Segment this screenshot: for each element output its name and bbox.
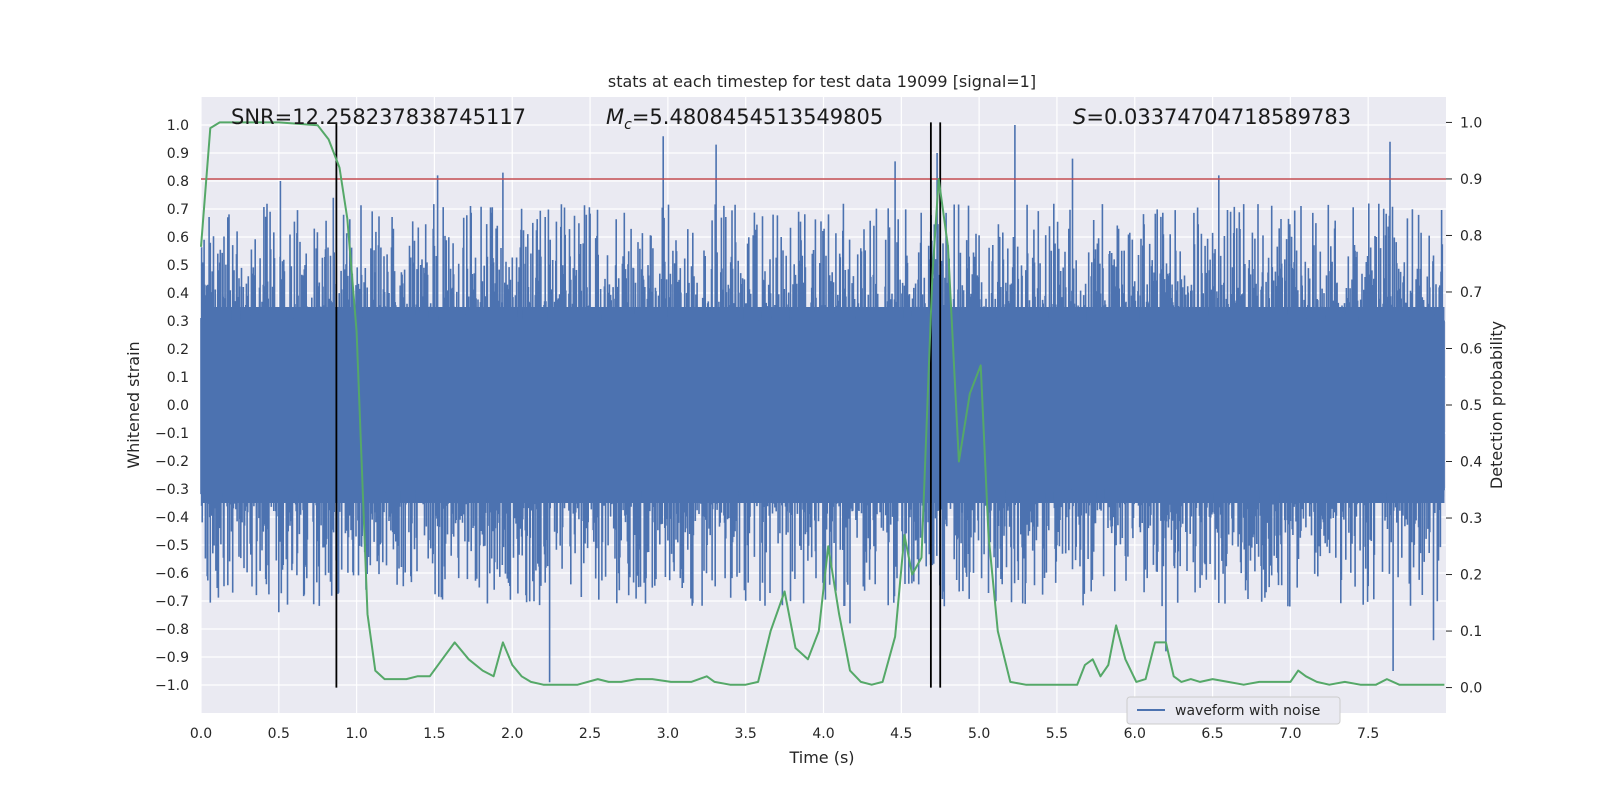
y-tick-label: −1.0 bbox=[155, 678, 189, 694]
y-tick-label: −0.9 bbox=[155, 650, 189, 666]
y-axis-label: Whitened strain bbox=[124, 341, 143, 468]
x-tick-label: 7.5 bbox=[1357, 726, 1379, 742]
detection-probability-series bbox=[200, 121, 1445, 686]
snr-annotation: SNR=12.258237838745117 bbox=[231, 105, 526, 129]
legend-label: waveform with noise bbox=[1175, 703, 1320, 719]
y-tick-label: 0.6 bbox=[167, 230, 189, 246]
x-axis-label: Time (s) bbox=[788, 748, 854, 767]
x-tick-label: 2.5 bbox=[579, 726, 601, 742]
y2-tick-label: 0.3 bbox=[1460, 511, 1482, 527]
y-tick-label: −0.1 bbox=[155, 426, 189, 442]
y-right-ticks: 1.0 0.9 0.8 0.7 0.6 0.5 0.4 0.3 0.2 0.1 0.0 bbox=[1446, 115, 1482, 697]
y2-tick-label: 0.5 bbox=[1460, 398, 1482, 414]
y2-tick-label: 0.6 bbox=[1460, 341, 1482, 357]
mc-value: =5.4808454513549805 bbox=[632, 105, 883, 129]
y-tick-label: 0.7 bbox=[167, 202, 189, 218]
x-tick-label: 4.5 bbox=[890, 726, 912, 742]
y2-axis-label: Detection probability bbox=[1487, 321, 1506, 489]
x-tick-label: 1.5 bbox=[423, 726, 445, 742]
mc-symbol: M bbox=[606, 105, 624, 129]
y-tick-label: 0.5 bbox=[167, 258, 189, 274]
y2-tick-label: 0.8 bbox=[1460, 228, 1482, 244]
detection-probability-line bbox=[200, 121, 1445, 686]
x-tick-label: 3.0 bbox=[657, 726, 679, 742]
y-tick-label: −0.7 bbox=[155, 594, 189, 610]
waveform-line bbox=[200, 125, 1445, 683]
y2-tick-label: 0.7 bbox=[1460, 285, 1482, 301]
y-tick-label: −0.6 bbox=[155, 566, 189, 582]
legend-box bbox=[1126, 696, 1341, 725]
y-tick-label: −0.3 bbox=[155, 482, 189, 498]
y-tick-label: 0.2 bbox=[167, 342, 189, 358]
x-tick-label: 2.0 bbox=[501, 726, 523, 742]
y-left-ticks: 1.0 0.9 0.8 0.7 0.6 0.5 0.4 0.3 0.2 0.1 0.0 −0.1 −0.… bbox=[155, 118, 189, 694]
y-tick-label: 0.9 bbox=[167, 146, 189, 162]
y2-tick-label: 1.0 bbox=[1460, 115, 1482, 131]
mc-annotation: Mc=5.4808454513549805 bbox=[606, 105, 883, 133]
x-tick-label: 4.0 bbox=[812, 726, 834, 742]
y2-tick-label: 0.0 bbox=[1460, 681, 1482, 697]
x-ticks: 0.0 0.5 1.0 1.5 2.0 2.5 3.0 3.5 4.0 4.5 5.0 5.5 6.0 6… bbox=[190, 726, 1379, 742]
legend: waveform with noise bbox=[1126, 696, 1341, 725]
y-tick-label: −0.2 bbox=[155, 454, 189, 470]
x-tick-label: 0.0 bbox=[190, 726, 212, 742]
mc-subscript: c bbox=[624, 117, 632, 133]
y2-tick-label: 0.4 bbox=[1460, 455, 1482, 471]
x-tick-label: 5.0 bbox=[968, 726, 990, 742]
y2-tick-label: 0.2 bbox=[1460, 568, 1482, 584]
chart-title: stats at each timestep for test data 190… bbox=[608, 72, 1036, 91]
s-annotation: S=0.03374704718589783 bbox=[1073, 105, 1351, 129]
x-tick-label: 7.0 bbox=[1279, 726, 1301, 742]
x-tick-label: 1.0 bbox=[345, 726, 367, 742]
y2-tick-label: 0.9 bbox=[1460, 172, 1482, 188]
y-tick-label: −0.5 bbox=[155, 538, 189, 554]
y-tick-label: 0.0 bbox=[167, 398, 189, 414]
x-tick-label: 3.5 bbox=[735, 726, 757, 742]
y-tick-label: −0.4 bbox=[155, 510, 189, 526]
x-tick-label: 6.0 bbox=[1124, 726, 1146, 742]
vertical-markers bbox=[335, 122, 942, 688]
y-tick-label: 0.3 bbox=[167, 314, 189, 330]
x-tick-label: 5.5 bbox=[1046, 726, 1068, 742]
y-tick-label: 0.4 bbox=[167, 286, 189, 302]
y-tick-label: 1.0 bbox=[167, 118, 189, 134]
s-symbol: S bbox=[1073, 105, 1086, 129]
waveform-series bbox=[200, 125, 1445, 683]
y2-tick-label: 0.1 bbox=[1460, 624, 1482, 640]
x-tick-label: 6.5 bbox=[1201, 726, 1223, 742]
x-tick-label: 0.5 bbox=[268, 726, 290, 742]
y-tick-label: −0.8 bbox=[155, 622, 189, 638]
s-value: =0.03374704718589783 bbox=[1086, 105, 1351, 129]
y-tick-label: 0.8 bbox=[167, 174, 189, 190]
y-tick-label: 0.1 bbox=[167, 370, 189, 386]
